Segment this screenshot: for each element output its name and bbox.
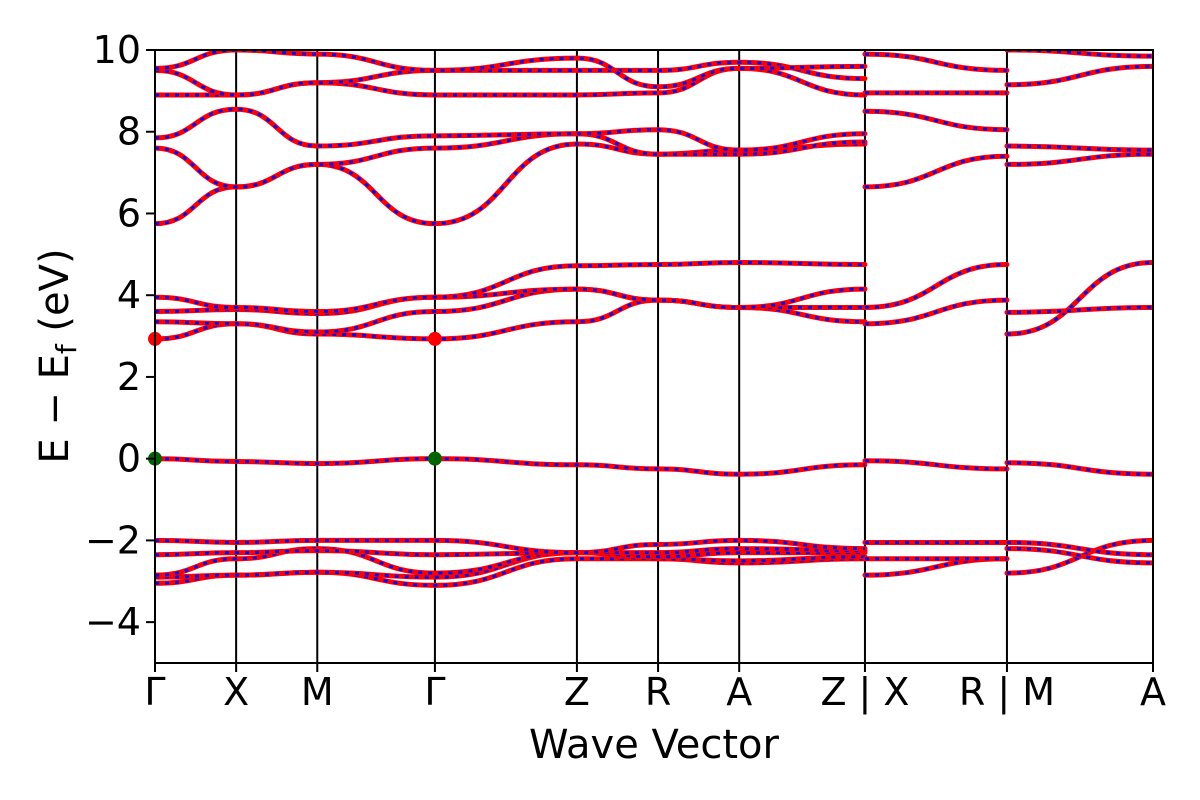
band-34-spin-down xyxy=(1006,64,1153,87)
band-29-spin-down xyxy=(1006,461,1153,476)
x-tick-label-2: M xyxy=(301,670,334,714)
plot-frame xyxy=(154,49,1154,664)
band-19-spin-down xyxy=(864,459,1007,471)
band-14-spin-down xyxy=(155,60,865,97)
y-tick-label-1: −2 xyxy=(85,518,141,562)
band-edge-marker-1 xyxy=(427,331,442,346)
x-tick-label-5: R xyxy=(645,670,671,714)
y-tick-label-6: 8 xyxy=(117,110,141,154)
band-28-spin-down xyxy=(1006,540,1153,557)
band-21-spin-down xyxy=(864,263,1007,309)
band-25-spin-down xyxy=(864,52,1007,72)
y-tick-label-4: 4 xyxy=(117,273,141,317)
band-27-spin-down xyxy=(1006,547,1153,565)
band-5-spin-up xyxy=(155,456,868,477)
y-axis-title: E − Ef (eV) xyxy=(32,248,83,463)
band-5-spin-down xyxy=(155,457,865,476)
y-axis-title-main: E − E xyxy=(32,354,78,464)
band-32-spin-down xyxy=(1006,152,1153,166)
plot-area xyxy=(148,49,1154,664)
band-12-spin-down xyxy=(155,107,865,152)
x-tick-label-0: Γ xyxy=(144,670,165,714)
x-tick-label-6: A xyxy=(726,670,752,714)
band-26-spin-down xyxy=(1006,538,1153,575)
y-tick-label-5: 6 xyxy=(117,191,141,235)
y-tick-label-3: 2 xyxy=(117,355,141,399)
y-axis-ticks: −4 −2 0 2 4 6 8 10 xyxy=(85,28,155,644)
band-30-spin-down xyxy=(1006,261,1153,336)
x-tick-label-7: Z | X xyxy=(820,670,909,715)
band-11-spin-up xyxy=(155,131,868,190)
x-tick-label-3: Γ xyxy=(424,670,445,714)
band-15-spin-down xyxy=(155,50,865,89)
y-tick-label-7: 10 xyxy=(93,28,141,72)
band-22-spin-down xyxy=(864,154,1007,189)
x-axis-title: Wave Vector xyxy=(529,722,780,768)
band-7-spin-down xyxy=(155,287,865,334)
band-9-spin-down xyxy=(155,261,865,314)
band-33-spin-down xyxy=(1006,144,1153,152)
band-23-spin-down xyxy=(864,109,1007,132)
x-tick-label-4: Z xyxy=(564,670,590,714)
band-31-spin-down xyxy=(1006,305,1153,314)
band-9-spin-up xyxy=(155,260,868,315)
y-axis-title-subscript: f xyxy=(50,343,83,354)
y-tick-label-0: −4 xyxy=(85,600,141,644)
x-tick-label-1: X xyxy=(223,670,249,714)
y-axis-title-unit: (eV) xyxy=(32,248,78,344)
band-20-spin-down xyxy=(864,298,1007,326)
x-tick-label-8: R | M xyxy=(959,670,1055,715)
x-tick-label-9: A xyxy=(1140,670,1166,714)
band-3-spin-down xyxy=(155,547,865,557)
band-edge-marker-3 xyxy=(427,451,442,466)
y-tick-label-2: 0 xyxy=(117,437,141,481)
x-axis-ticks: Γ X M Γ Z R A Z | X R | M A xyxy=(144,663,1166,715)
band-2-spin-down xyxy=(155,547,865,577)
band-lines xyxy=(155,50,1153,588)
band-4-spin-down xyxy=(155,538,865,555)
